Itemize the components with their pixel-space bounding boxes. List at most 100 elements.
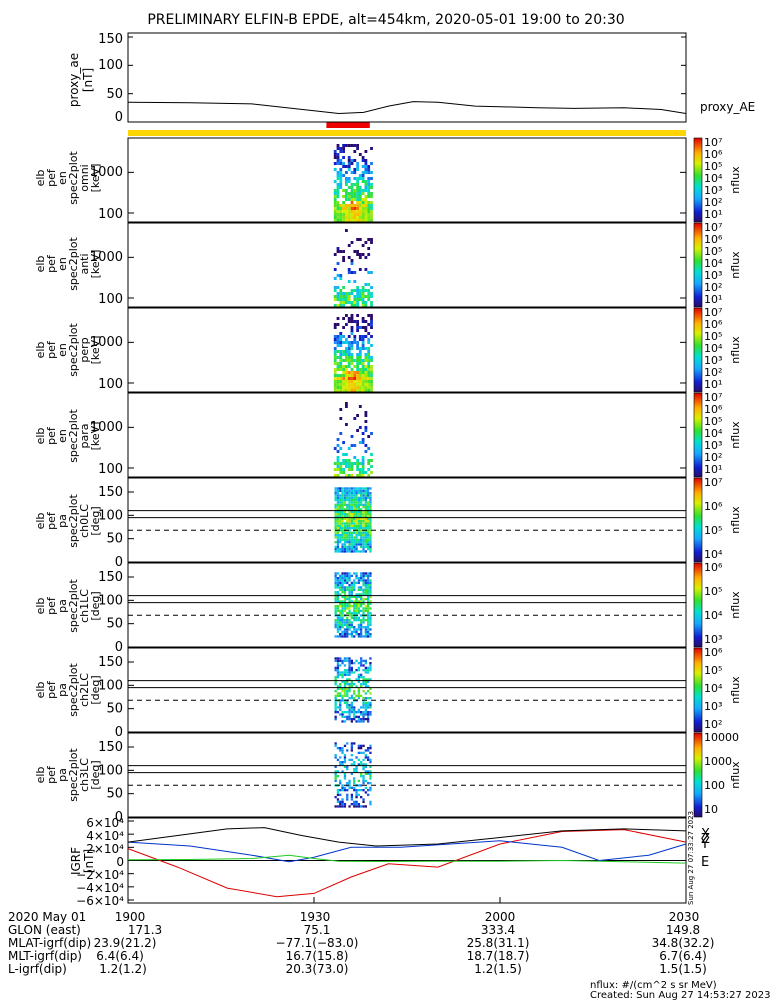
pitch-angle-cell: [353, 662, 356, 665]
spectrogram-cell: [361, 317, 365, 320]
spectrogram-cell: [339, 216, 343, 219]
pa-ch1-ylabel-2: pef: [45, 596, 58, 615]
spectrogram-cell: [347, 374, 351, 377]
pitch-angle-cell: [350, 666, 353, 669]
pitch-angle-cell: [353, 595, 356, 598]
spectrogram-cell: [342, 377, 345, 380]
pitch-angle-cell: [341, 697, 344, 700]
pitch-angle-cell: [369, 538, 372, 541]
spectrogram-cell: [364, 289, 368, 292]
pitch-angle-cell: [346, 692, 349, 695]
spectrogram-cell: [364, 189, 368, 192]
spectrogram-cell: [358, 371, 362, 374]
pitch-angle-cell: [336, 664, 340, 667]
spectrogram-cell: [358, 326, 362, 329]
pitch-angle-cell: [360, 499, 363, 502]
spectrogram-cell: [367, 459, 371, 462]
pitch-angle-cell: [350, 701, 353, 704]
pitch-angle-cell: [364, 591, 367, 594]
pitch-angle-cell: [353, 548, 356, 551]
spectrogram-cell: [370, 162, 373, 165]
pitch-angle-cell: [360, 775, 363, 778]
pitch-angle-cell: [360, 602, 363, 605]
pitch-angle-cell: [336, 524, 340, 527]
pitch-angle-cell: [336, 531, 340, 534]
pitch-angle-cell: [355, 796, 358, 799]
pitch-angle-cell: [348, 614, 351, 617]
pitch-angle-cell: [336, 623, 340, 626]
spectrogram-cell: [353, 189, 357, 192]
pitch-angle-cell: [367, 586, 370, 589]
spectrogram-cell: [353, 371, 357, 374]
pitch-angle-cell: [353, 538, 356, 541]
pitch-angle-cell: [348, 513, 351, 516]
spectrogram-cell: [345, 402, 348, 405]
pitch-angle-cell: [334, 584, 337, 587]
pitch-angle-cell: [343, 628, 347, 631]
pitch-angle-cell: [367, 548, 370, 551]
pitch-angle-cell: [355, 607, 358, 610]
pitch-angle-cell: [355, 538, 358, 541]
spectrogram-cell: [342, 326, 345, 329]
pitch-angle-cell: [343, 775, 347, 778]
pitch-angle-cell: [341, 506, 344, 509]
spectrogram-cell: [342, 380, 345, 383]
eph-mlt-1930: 16.7(15.8): [286, 949, 349, 963]
pitch-angle-cell: [339, 614, 342, 617]
pitch-angle-cell: [336, 513, 340, 516]
spectrogram-cell: [367, 171, 371, 174]
spectrogram-cell: [361, 368, 365, 371]
pitch-angle-cell: [348, 602, 351, 605]
spectrogram-cell: [347, 462, 351, 465]
spectrogram-cell: [339, 150, 343, 153]
pitch-angle-cell: [346, 626, 349, 629]
spectrogram-cell: [345, 165, 348, 168]
spectrogram-cell: [333, 347, 337, 350]
spectrogram-cell: [336, 162, 340, 165]
spectrogram-cell: [339, 356, 343, 359]
pitch-angle-cell: [348, 607, 351, 610]
spectrogram-cell: [342, 368, 345, 371]
pitch-angle-cell: [350, 499, 353, 502]
pitch-angle-cell: [355, 659, 358, 662]
pitch-angle-cell: [364, 545, 367, 548]
pitch-angle-cell: [339, 789, 342, 792]
pitch-angle-cell: [360, 545, 363, 548]
spectrogram-cell: [347, 292, 351, 295]
pitch-angle-cell: [346, 768, 349, 771]
spectrogram-cell: [350, 465, 354, 468]
pitch-angle-cell: [343, 543, 347, 546]
pitch-angle-cell: [360, 657, 363, 660]
pitch-angle-cell: [334, 805, 337, 808]
pitch-angle-cell: [334, 796, 337, 799]
spectrogram-cell: [358, 356, 362, 359]
pitch-angle-cell: [348, 515, 351, 518]
pitch-angle-cell: [362, 598, 365, 601]
spectrogram-cell: [336, 171, 340, 174]
pitch-angle-cell: [357, 508, 360, 511]
spectrogram-cell: [347, 320, 351, 323]
spectrogram-cell: [361, 432, 365, 435]
pitch-angle-cell: [355, 694, 358, 697]
spectrogram-cell: [364, 256, 368, 259]
spectrogram-cell: [358, 207, 362, 210]
pitch-angle-cell: [339, 793, 342, 796]
pitch-angle-cell: [360, 510, 363, 513]
pitch-angle-tick-label: 100: [98, 508, 123, 523]
pitch-angle-cell: [350, 489, 353, 492]
spectrogram-cell: [336, 338, 340, 341]
spectrogram-cell: [367, 298, 371, 301]
spectrogram-cell: [358, 210, 362, 213]
pitch-angle-cell: [367, 506, 370, 509]
pitch-angle-cell: [350, 718, 353, 721]
spectrogram-cell: [356, 323, 359, 326]
spectrogram-cell: [358, 213, 362, 216]
spectrogram-cell: [358, 347, 362, 350]
pitch-angle-cell: [336, 789, 340, 792]
spectrogram-cell: [336, 213, 340, 216]
pitch-angle-cell: [353, 506, 356, 509]
spectrogram-cell: [345, 210, 348, 213]
spectrogram-cell: [353, 195, 357, 198]
spectrogram-cell: [333, 195, 337, 198]
spectrogram-cell: [358, 195, 362, 198]
